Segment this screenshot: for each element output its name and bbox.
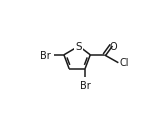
Text: O: O bbox=[110, 42, 117, 52]
Text: Br: Br bbox=[80, 81, 90, 91]
Text: Br: Br bbox=[40, 50, 51, 60]
Text: S: S bbox=[76, 42, 82, 52]
Text: Cl: Cl bbox=[119, 58, 129, 68]
